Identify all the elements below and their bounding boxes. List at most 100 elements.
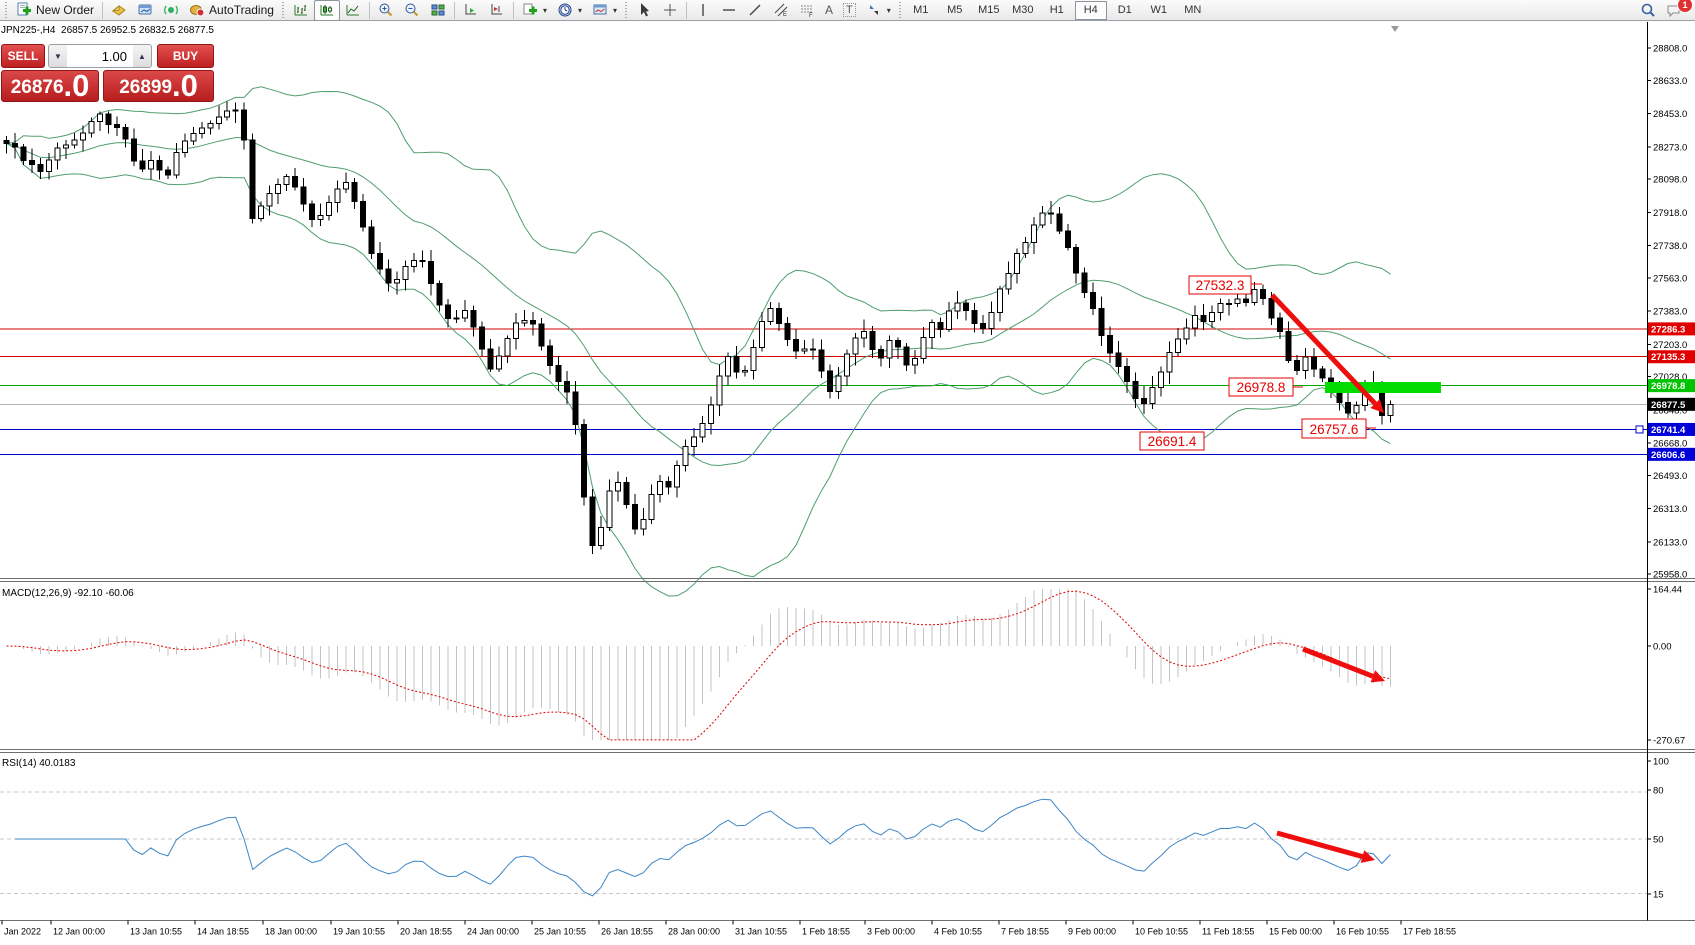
- toolbar-drag-handle[interactable]: [280, 2, 286, 18]
- chart-shift-marker[interactable]: [1391, 26, 1399, 32]
- candle-body: [487, 348, 494, 370]
- line-chart-mode-button[interactable]: [340, 0, 366, 21]
- channel-tool-button[interactable]: E: [768, 0, 794, 21]
- price-axis-label: 27028.0: [1653, 372, 1687, 383]
- buy-price[interactable]: 26899.0: [103, 70, 214, 102]
- new-order-button[interactable]: New Order: [11, 0, 99, 21]
- chat-badge: 1: [1677, 0, 1693, 13]
- hline-drag-handle[interactable]: [1635, 425, 1644, 434]
- callout-box: [1139, 431, 1205, 451]
- search-button[interactable]: [1635, 0, 1661, 21]
- text-label-tool-button[interactable]: T: [838, 0, 861, 21]
- tf-button-MN[interactable]: MN: [1184, 4, 1202, 16]
- data-window-button[interactable]: [132, 0, 158, 21]
- tf-button-H4[interactable]: H4: [1074, 0, 1107, 20]
- bar-chart-mode-button[interactable]: [288, 0, 314, 21]
- date-axis-label: 14 Jan 18:55: [197, 927, 249, 937]
- date-axis-label: 7 Feb 18:55: [1001, 927, 1049, 937]
- toolbar-drag-handle[interactable]: [4, 2, 9, 18]
- chart-shift-button[interactable]: [484, 0, 510, 21]
- toolbar-drag-handle[interactable]: [624, 2, 629, 18]
- sell-button[interactable]: SELL: [1, 44, 45, 68]
- tf-button-M1[interactable]: M1: [913, 4, 929, 16]
- callout-27532.3[interactable]: 27532.3: [1188, 275, 1262, 295]
- candle-body: [495, 355, 502, 370]
- trendline-tool-button[interactable]: [742, 0, 768, 21]
- candle-body: [589, 496, 596, 547]
- candle-body: [1175, 338, 1182, 354]
- candle-body: [988, 311, 995, 330]
- auto-scroll-button[interactable]: [458, 0, 484, 21]
- candle-body: [28, 159, 35, 165]
- cursor-arrow-icon: [636, 2, 652, 18]
- candle-body: [1005, 272, 1012, 290]
- tf-button-M5[interactable]: M5: [947, 4, 963, 16]
- tile-windows-button[interactable]: [425, 0, 451, 21]
- candlestick-mode-button[interactable]: [313, 0, 340, 21]
- tf-button-W1[interactable]: W1: [1150, 4, 1168, 16]
- time-axis: Jan 2022 12 Jan 00:00 13 Jan 10:55 14 Jan 1…: [1, 920, 1456, 937]
- sell-price[interactable]: 26876.0: [1, 70, 100, 102]
- toolbar-drag-handle[interactable]: [897, 2, 903, 18]
- tf-button-D1[interactable]: D1: [1117, 4, 1132, 16]
- red-trend-arrow-2[interactable]: [1302, 646, 1385, 683]
- text-tool-button[interactable]: A: [820, 0, 838, 21]
- green-zone-rectangle[interactable]: [1325, 382, 1441, 393]
- callout-26978.8[interactable]: 26978.8: [1228, 377, 1303, 397]
- autotrading-button[interactable]: AutoTrading: [184, 0, 279, 21]
- callout-26691.4[interactable]: 26691.4: [1139, 431, 1205, 451]
- candle-body: [113, 123, 120, 129]
- date-axis-label: 19 Jan 10:55: [333, 927, 385, 937]
- crosshair-tool-button[interactable]: [657, 0, 683, 21]
- templates-button[interactable]: ▾: [587, 0, 622, 21]
- candle-body: [275, 184, 282, 195]
- cursor-tool-button[interactable]: [631, 0, 657, 21]
- callout-26757.6[interactable]: 26757.6: [1301, 418, 1376, 439]
- fibonacci-tool-button[interactable]: F: [794, 0, 820, 21]
- chat-button[interactable]: 1: [1661, 0, 1693, 21]
- candle-body: [351, 182, 358, 202]
- vertical-line-tool-button[interactable]: [690, 0, 716, 21]
- tf-button-M30[interactable]: M30: [1012, 4, 1034, 16]
- vertical-line-icon: [695, 2, 711, 18]
- candle-body: [623, 482, 630, 506]
- chart-canvas[interactable]: 28808.0 28633.0 28453.0 28273.0 28098.0 27918…: [0, 22, 1695, 945]
- buy-button[interactable]: BUY: [157, 44, 214, 68]
- volume-value[interactable]: 1.00: [101, 48, 127, 64]
- date-axis-label: 4 Feb 10:55: [934, 927, 982, 937]
- navigator-button[interactable]: [158, 0, 184, 21]
- zoom-in-button[interactable]: [373, 0, 399, 21]
- candle-body: [648, 493, 655, 520]
- indicators-button[interactable]: ▾: [517, 0, 552, 21]
- red-trend-arrow-3[interactable]: [1276, 830, 1375, 863]
- candle-body: [1090, 292, 1097, 309]
- price-tag-label: 26978.8: [1651, 381, 1685, 392]
- red-trend-arrow-1[interactable]: [1270, 293, 1384, 413]
- zoom-out-button[interactable]: [399, 0, 425, 21]
- sell-price-main: 26876: [10, 77, 64, 98]
- tf-button-M15[interactable]: M15: [978, 4, 1000, 16]
- candle-body: [402, 266, 409, 280]
- periods-button[interactable]: ▾: [552, 0, 587, 21]
- volume-decrease-button[interactable]: ▼: [49, 45, 67, 67]
- candle-body: [546, 345, 553, 367]
- tf-button-H1[interactable]: H1: [1049, 4, 1064, 16]
- volume-increase-button[interactable]: ▲: [133, 45, 151, 67]
- toolbar-separator: [512, 1, 514, 19]
- market-watch-button[interactable]: [106, 0, 132, 21]
- price-axis-label: 28808.0: [1653, 44, 1687, 55]
- candle-body: [1166, 352, 1173, 373]
- rsi-axis-label: 15: [1653, 890, 1664, 901]
- candle-body: [1319, 368, 1326, 379]
- data-window-icon: [137, 2, 153, 18]
- candle-body: [945, 310, 952, 330]
- search-icon: [1640, 2, 1656, 18]
- candle-body: [173, 151, 180, 176]
- candle-body: [1081, 272, 1088, 294]
- candle-body: [1234, 298, 1241, 304]
- candle-body: [691, 436, 698, 447]
- date-axis-label: 25 Jan 10:55: [534, 927, 586, 937]
- candle-body: [181, 140, 188, 153]
- arrows-tool-button[interactable]: ▾: [861, 0, 896, 21]
- horizontal-line-tool-button[interactable]: [716, 0, 742, 21]
